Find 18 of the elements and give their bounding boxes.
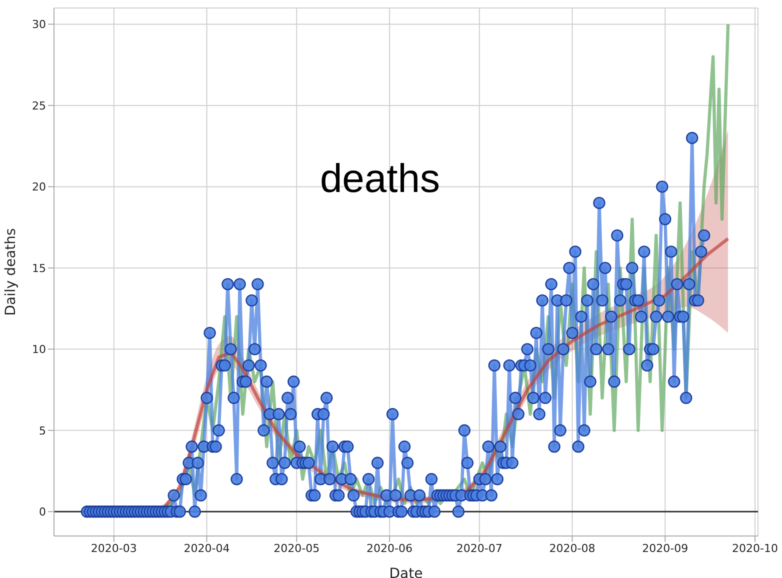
x-tick-label: 2020-05 <box>274 542 320 555</box>
x-axis-title: Date <box>389 566 423 578</box>
y-tick-label: 15 <box>32 262 46 275</box>
x-tick-label: 2020-04 <box>184 542 230 555</box>
y-tick-label: 5 <box>39 424 46 438</box>
y-tick-label: 20 <box>32 180 46 194</box>
y-tick-label: 25 <box>32 99 46 112</box>
y-axis-title: Daily deaths <box>2 228 19 316</box>
x-tick-label: 2020-09 <box>642 542 688 555</box>
x-tick-label: 2020-08 <box>549 542 596 555</box>
x-tick-label: 2020-03 <box>90 542 137 555</box>
x-tick-label: 2020-10 <box>732 542 778 555</box>
x-tick-label: 2020-06 <box>366 542 413 555</box>
y-tick-label: 30 <box>32 18 46 32</box>
y-tick-label: 10 <box>32 343 46 356</box>
y-tick-label: 0 <box>39 506 46 519</box>
text: deaths <box>320 157 440 201</box>
x-tick-label: 2020-07 <box>456 542 502 555</box>
